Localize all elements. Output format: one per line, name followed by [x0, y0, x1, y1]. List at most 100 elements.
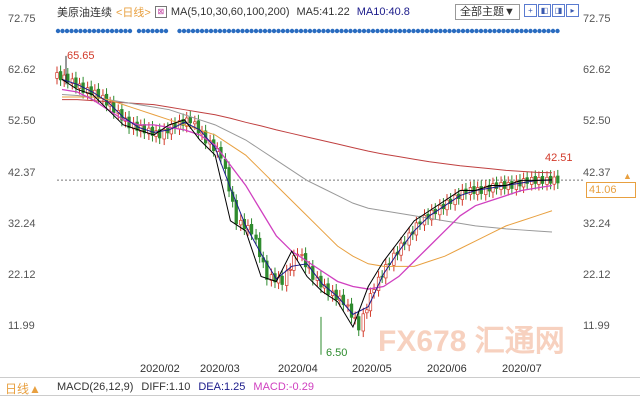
y-tick-right: 22.12	[583, 268, 611, 281]
y-tick-right: 62.62	[583, 64, 611, 77]
low-label: 6.50	[326, 347, 348, 359]
candle	[484, 185, 488, 195]
candle	[475, 187, 480, 195]
candle	[556, 175, 560, 184]
event-dot	[519, 28, 524, 34]
event-dot	[87, 28, 92, 34]
period-label: <日线>	[116, 7, 151, 19]
ma-settings-icon[interactable]: ⊠	[154, 6, 167, 18]
event-dot	[190, 28, 196, 34]
event-dot	[406, 28, 412, 34]
candle	[188, 116, 192, 124]
move-right-icon[interactable]: ▸	[566, 4, 579, 17]
instrument-title: 美原油连续	[57, 7, 112, 19]
event-dot	[231, 28, 236, 34]
theme-dropdown[interactable]: 全部主题▼	[455, 4, 520, 20]
candle	[533, 176, 537, 184]
candle	[269, 274, 274, 281]
event-dot	[91, 28, 97, 34]
candle	[341, 294, 346, 306]
candle	[418, 221, 422, 225]
zoom-out-icon[interactable]: ◧	[538, 4, 551, 17]
event-dot	[321, 28, 326, 34]
event-dot	[208, 28, 214, 34]
event-dot	[447, 28, 452, 34]
y-tick-left: 22.12	[8, 268, 36, 281]
event-dot	[177, 28, 182, 34]
event-dot	[343, 28, 349, 34]
macd-diff: DIFF:1.10	[141, 381, 191, 393]
candle	[506, 182, 510, 190]
y-tick-right: 11.99	[583, 320, 610, 332]
y-tick-right: 42.37	[583, 166, 611, 179]
event-dot	[258, 28, 263, 34]
x-tick: 2020/04	[278, 363, 318, 375]
event-dot	[523, 28, 529, 34]
event-dot	[393, 28, 398, 34]
ma-label: MA(5,10,30,60,100,200)	[170, 6, 290, 18]
candle	[258, 237, 262, 258]
event-dot	[451, 28, 457, 34]
event-dot	[60, 28, 65, 34]
candle	[285, 270, 289, 286]
event-dot	[330, 28, 335, 34]
event-dot	[73, 28, 79, 34]
zoom-in-icon[interactable]: ◨	[552, 4, 565, 17]
candle	[361, 313, 365, 332]
event-dot	[285, 28, 290, 34]
period-button[interactable]: 日线▲	[5, 382, 41, 396]
event-dot	[546, 28, 551, 34]
event-dot	[537, 28, 542, 34]
event-dot	[424, 28, 430, 34]
event-dot	[541, 28, 547, 34]
candle	[288, 268, 292, 271]
ma10-value: MA10:40.8	[356, 6, 410, 18]
macd-dea: DEA:1.25	[198, 381, 246, 393]
candle	[162, 129, 166, 140]
y-tick-right: 52.50	[583, 115, 611, 128]
ma5-value: MA5:41.22	[296, 6, 350, 18]
event-dot	[352, 28, 358, 34]
event-dot	[262, 28, 268, 34]
event-dot	[510, 28, 515, 34]
event-dot	[276, 28, 281, 34]
event-dot	[325, 28, 331, 34]
event-dot	[388, 28, 394, 34]
footer-divider-top	[0, 377, 640, 378]
event-dot	[163, 28, 169, 34]
y-tick-left: 72.75	[8, 13, 36, 25]
event-dot	[235, 28, 241, 34]
event-dot	[339, 28, 344, 34]
candle	[552, 176, 556, 185]
event-dot	[199, 28, 205, 34]
event-dot	[186, 28, 191, 34]
event-dot	[348, 28, 353, 34]
candle	[254, 234, 258, 240]
ma200-line	[62, 99, 553, 174]
event-dot	[55, 28, 61, 34]
event-dot	[361, 28, 367, 34]
y-tick-left: 42.37	[8, 166, 36, 179]
event-dot	[460, 28, 466, 34]
event-dot	[114, 28, 119, 34]
candle	[193, 121, 197, 125]
event-dot	[465, 28, 470, 34]
crosshair-icon[interactable]: +	[524, 4, 537, 17]
event-dot	[145, 28, 151, 34]
event-dot	[109, 28, 115, 34]
candle	[292, 255, 296, 271]
event-dot	[217, 28, 223, 34]
event-dot	[420, 28, 425, 34]
event-dot	[474, 28, 479, 34]
event-dot	[312, 28, 317, 34]
candle	[503, 181, 507, 189]
event-dot	[379, 28, 385, 34]
event-dot	[181, 28, 187, 34]
event-dot	[469, 28, 475, 34]
candle	[346, 304, 350, 307]
candle	[300, 254, 304, 256]
candle	[242, 218, 247, 230]
macd-value: MACD:-0.29	[253, 381, 314, 393]
candle	[545, 176, 549, 185]
